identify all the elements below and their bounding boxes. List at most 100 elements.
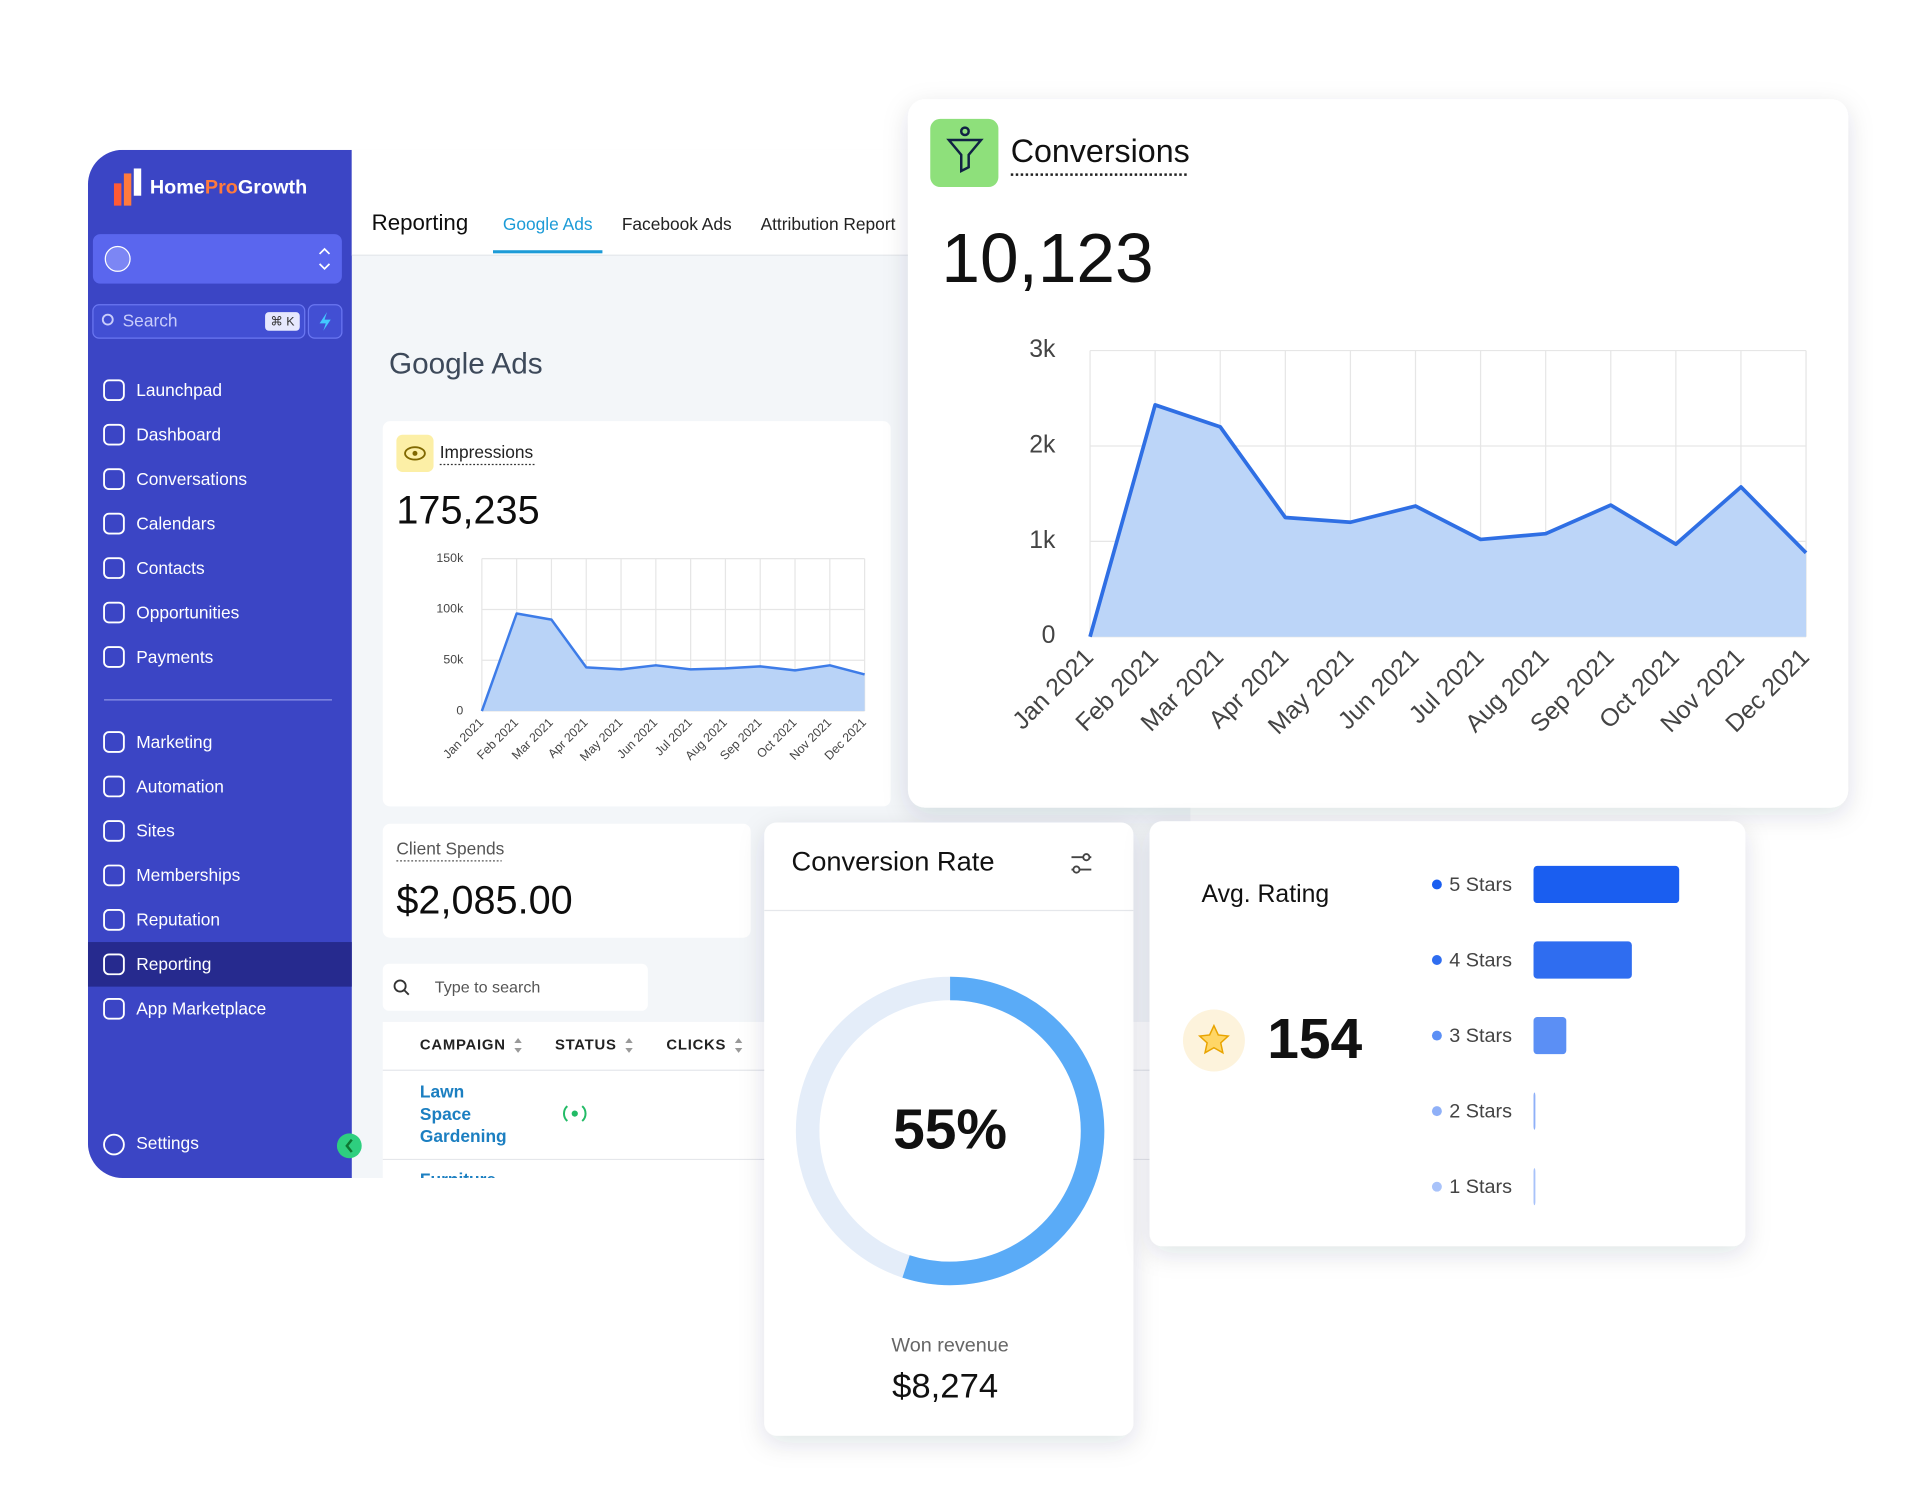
card-title: Avg. Rating [1202,881,1330,908]
sort-icon [514,1038,522,1053]
card-total: 175,235 [396,488,539,532]
legend-dot [1431,1181,1442,1192]
nav-item[interactable]: Dashboard [136,424,221,444]
y-tick-label: 3k [1029,336,1056,363]
nav-item[interactable]: Opportunities [136,602,239,622]
shortcut: ⌘ K [270,314,295,328]
nav-icon [103,997,125,1020]
y-tick-label: 2k [1029,431,1056,458]
donut-label: 55% [893,1097,1007,1161]
nav-icon [103,953,125,976]
brand-part: Pro [205,177,238,199]
nav-icon [103,909,125,931]
card-total: $2,085.00 [396,878,572,922]
legend-dot [1431,1106,1442,1117]
nav-icon [103,731,125,753]
rating-total: 154 [1267,1007,1362,1071]
footer-label: Won revenue [891,1335,1008,1357]
client-spends-card [382,823,751,938]
nav-item[interactable]: Conversations [136,469,247,489]
bar-label: 1 Stars [1449,1176,1512,1198]
legend-dot [1431,1030,1442,1041]
tab[interactable]: Google Ads [503,214,593,234]
sort-icon [734,1038,743,1053]
nav-icon [103,864,125,887]
bar [1533,1016,1567,1055]
nav-icon [103,646,125,668]
card-title: Client Spends [396,838,504,858]
y-tick-label: 50k [443,653,464,667]
bar-label: 3 Stars [1449,1025,1512,1047]
nav-item[interactable]: App Marketplace [136,999,266,1019]
bar [1533,865,1680,904]
campaign-cell: Lawn Space Gardening [419,1081,507,1146]
rating-card [1149,821,1746,1247]
nav-icon [103,775,125,798]
legend-dot [1431,955,1442,965]
line [1088,403,1808,638]
nav-icon [103,557,125,579]
brand-part: Home [150,177,205,199]
bar-label: 4 Stars [1449,949,1512,971]
y-tick-label: 100k [436,602,464,616]
nav-item[interactable]: Memberships [136,865,240,885]
sort-icon [625,1038,633,1053]
header-title: Reporting [372,210,469,235]
bar [1533,941,1632,979]
campaign-link[interactable]: Lawn Space Gardening [419,1081,507,1146]
bar [1533,1092,1536,1130]
nav-active-bg [87,942,352,987]
area [481,613,865,712]
nav-item[interactable]: Calendars [136,513,215,533]
nav-item[interactable]: Marketing [136,732,212,752]
nav-item[interactable]: Launchpad [136,380,222,400]
y-tick-label: 150k [436,551,464,565]
nav-icon [103,468,125,490]
footer-value: $8,274 [892,1368,998,1406]
nav-item[interactable]: Reporting [136,954,211,974]
card-title: Impressions [440,442,534,462]
column-header[interactable]: STATUS [555,1037,617,1053]
page-heading: Google Ads [389,347,543,380]
tab[interactable]: Attribution Report [761,214,896,234]
brand-part: Growth [238,177,307,199]
search-box[interactable] [92,304,306,339]
column-header[interactable]: CLICKS [666,1037,726,1053]
nav-item[interactable]: Settings [136,1133,199,1153]
line [480,612,865,712]
nav-icon [103,512,125,535]
campaign-cell: Furniture [419,1169,497,1190]
nav-icon [103,601,125,624]
card-title: Conversions [1011,133,1190,169]
bar [1533,1168,1536,1206]
table-search[interactable] [382,963,648,1011]
y-tick-label: 0 [1042,622,1056,649]
column-header[interactable]: CAMPAIGN [420,1037,506,1053]
tab[interactable]: Facebook Ads [622,214,732,234]
nav-item[interactable]: Contacts [136,558,205,578]
nav-icon [103,379,125,402]
nav-icon [103,820,125,842]
y-tick-label: 1k [1029,527,1056,554]
table-search-placeholder: Type to search [435,979,541,997]
card-total: 10,123 [941,219,1153,297]
area [1090,404,1807,637]
tab-indicator [493,250,603,254]
campaign-link[interactable]: Furniture [419,1169,497,1190]
nav-item[interactable]: Automation [136,776,224,796]
nav-item[interactable]: Payments [136,647,213,667]
conversion-rate-card [764,822,1134,1436]
nav-item[interactable]: Sites [136,821,175,841]
search-placeholder: Search [123,311,178,331]
nav-icon [103,423,125,446]
brand: HomeProGrowth [150,177,307,199]
bar-label: 2 Stars [1449,1101,1512,1123]
bar-label: 5 Stars [1449,874,1512,896]
donut-arc [902,976,1105,1286]
card-title: Conversion Rate [792,846,995,877]
account-switcher[interactable] [92,234,342,284]
y-tick-label: 0 [456,703,463,717]
nav-item[interactable]: Reputation [136,910,220,930]
legend-dot [1431,879,1442,890]
